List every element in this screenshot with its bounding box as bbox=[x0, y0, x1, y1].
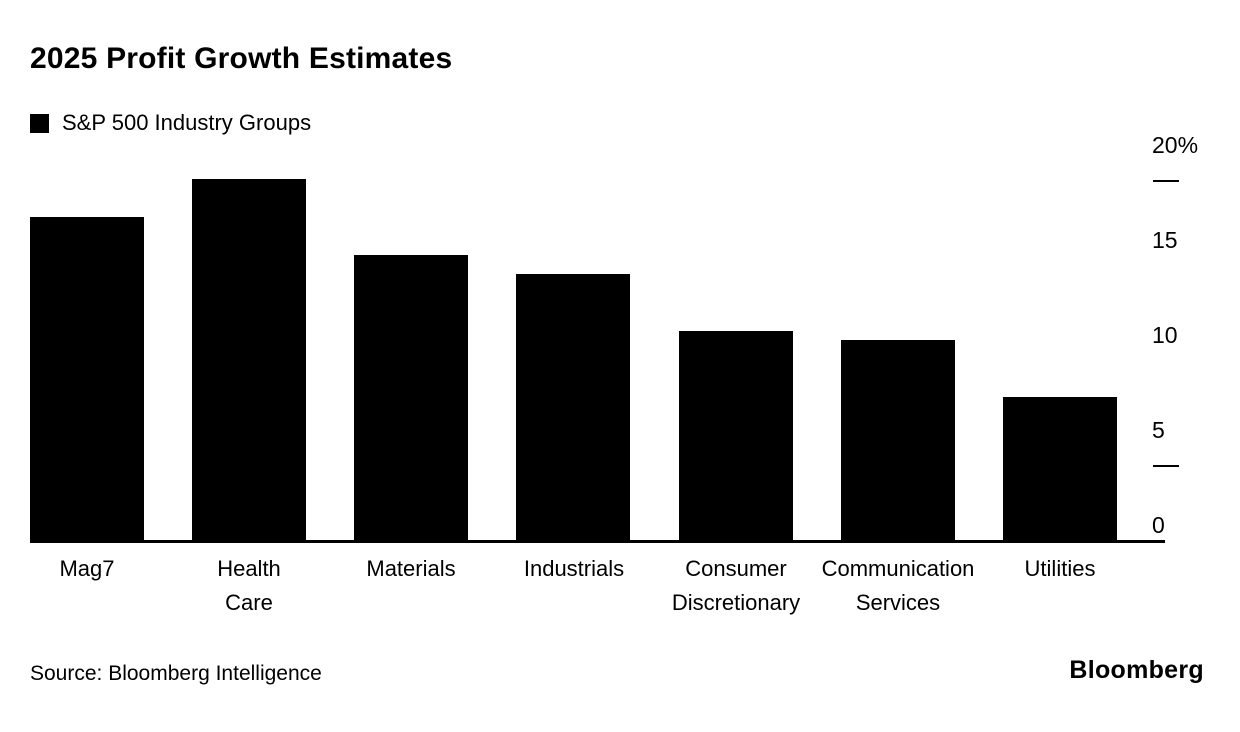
x-axis-label: Utilities bbox=[1024, 556, 1096, 581]
legend: S&P 500 Industry Groups bbox=[30, 110, 311, 136]
bar-materials bbox=[354, 255, 469, 540]
bar-communication-services bbox=[840, 340, 955, 540]
x-axis-label: Communication Services bbox=[821, 556, 975, 616]
plot-area bbox=[30, 160, 1117, 540]
x-axis-label: Consumer Discretionary bbox=[671, 556, 801, 616]
bloomberg-logo: Bloomberg bbox=[1069, 656, 1204, 684]
x-axis-label: Mag7 bbox=[59, 556, 115, 581]
bar-industrials bbox=[516, 274, 631, 540]
x-axis-baseline bbox=[30, 540, 1165, 543]
x-axis-label: Materials bbox=[366, 556, 456, 581]
y-axis-tick bbox=[1153, 465, 1179, 467]
bar-utilities bbox=[1002, 397, 1117, 540]
x-axis-label: Health Care bbox=[217, 556, 281, 616]
chart-title: 2025 Profit Growth Estimates bbox=[30, 42, 453, 75]
y-axis-label: 20% bbox=[1152, 132, 1199, 158]
bar-mag7 bbox=[30, 217, 144, 540]
legend-swatch-icon bbox=[30, 113, 49, 133]
y-axis: 20% 15 10 5 0 bbox=[1152, 132, 1232, 540]
x-axis-label: Industrials bbox=[523, 556, 625, 581]
y-axis-label: 5 bbox=[1152, 417, 1165, 443]
y-axis-tick bbox=[1153, 180, 1179, 182]
y-axis-label: 10 bbox=[1152, 322, 1178, 348]
legend-label: S&P 500 Industry Groups bbox=[62, 110, 312, 135]
y-axis-label: 15 bbox=[1152, 227, 1178, 253]
bar-consumer-discretionary bbox=[678, 331, 793, 540]
source-note: Source: Bloomberg Intelligence bbox=[30, 662, 322, 685]
bar-health-care bbox=[192, 179, 307, 540]
y-axis-label: 0 bbox=[1152, 512, 1165, 538]
x-axis-labels: Mag7 Health Care Materials Industrials Consu… bbox=[30, 552, 1117, 632]
